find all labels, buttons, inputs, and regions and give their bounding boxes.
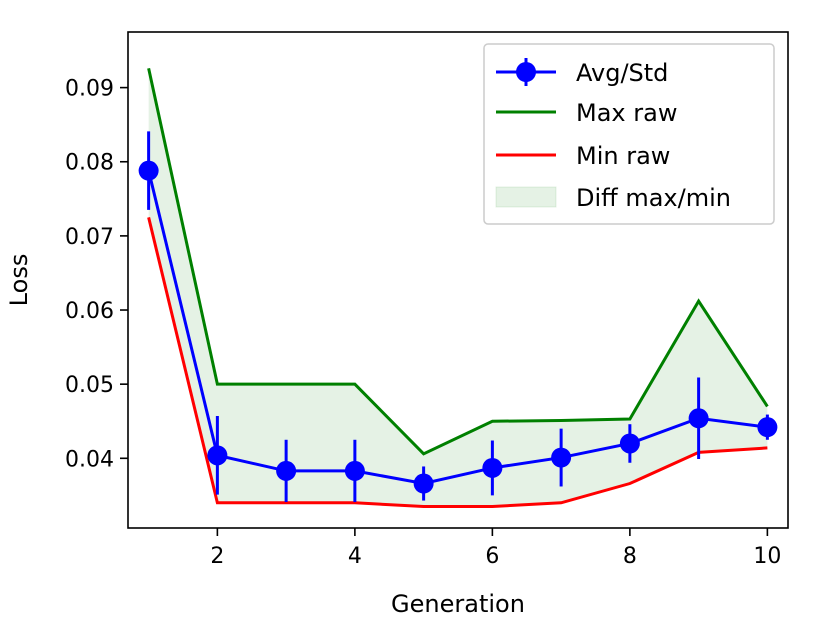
legend-label: Max raw bbox=[576, 99, 677, 127]
max-raw-line bbox=[147, 68, 769, 456]
avg-data-point bbox=[619, 433, 640, 454]
avg-data-point bbox=[138, 160, 159, 181]
y-tick-label: 0.06 bbox=[65, 299, 114, 324]
legend-fill-swatch bbox=[495, 186, 557, 208]
avg-line bbox=[147, 170, 768, 486]
avg-data-point bbox=[344, 460, 365, 481]
x-tick-label: 2 bbox=[210, 544, 224, 569]
y-tick-label: 0.04 bbox=[65, 447, 114, 472]
avg-data-point bbox=[482, 457, 503, 478]
legend: Avg/Std Max raw Min raw Diff max/min bbox=[483, 43, 775, 225]
avg-data-point bbox=[757, 417, 778, 438]
legend-avg-marker bbox=[516, 62, 536, 82]
x-tick-label: 6 bbox=[485, 544, 499, 569]
avg-data-point bbox=[688, 408, 709, 429]
diff-fill-area bbox=[148, 68, 768, 507]
plot-area bbox=[138, 68, 778, 508]
legend-label: Diff max/min bbox=[576, 184, 731, 212]
x-tick-label: 10 bbox=[753, 544, 781, 569]
x-tick-label: 4 bbox=[348, 544, 362, 569]
y-tick-label: 0.07 bbox=[65, 225, 114, 250]
avg-data-point bbox=[413, 473, 434, 494]
y-tick-label: 0.08 bbox=[65, 151, 114, 176]
avg-data-point bbox=[551, 447, 572, 468]
legend-label: Min raw bbox=[576, 142, 670, 170]
legend-label: Avg/Std bbox=[576, 59, 668, 87]
x-axis-title: Generation bbox=[391, 590, 525, 618]
avg-data-point bbox=[276, 460, 297, 481]
axes: 2 4 6 8 10 0.04 0.05 0.06 0.07 0.08 0.09 bbox=[65, 31, 789, 569]
y-axis-title: Loss bbox=[5, 254, 33, 307]
y-tick-label: 0.05 bbox=[65, 373, 114, 398]
min-raw-line bbox=[147, 217, 768, 508]
plot-frame bbox=[127, 31, 789, 529]
avg-data-point bbox=[207, 445, 228, 466]
y-tick-label: 0.09 bbox=[65, 77, 114, 102]
x-tick-label: 8 bbox=[623, 544, 637, 569]
legend-box bbox=[483, 43, 775, 225]
